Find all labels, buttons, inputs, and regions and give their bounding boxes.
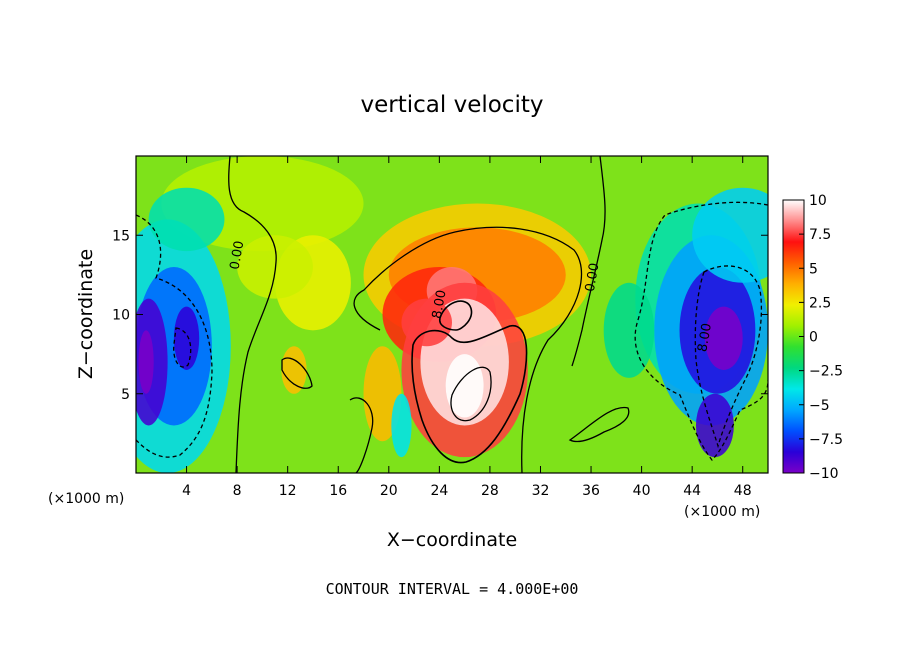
x-tick-label: 20 [380,483,398,499]
x-tick-label: 32 [532,483,550,499]
x-tick-label: 12 [279,483,297,499]
colorbar-tick-label: 5 [809,261,818,277]
x-tick-label: 8 [233,483,242,499]
y-ticks: 5 10 15 [112,228,768,403]
contour-eight-upper [438,300,473,331]
x-tick-label: 36 [582,483,600,499]
contour-interval-note: CONTOUR INTERVAL = 4.000E+00 [326,580,579,598]
plot-area: 0.008.000.008.00 4 8 12 16 20 24 28 32 36 40 44 48 … [112,155,769,499]
field-patch [173,306,200,370]
x-ticks: 4 8 12 16 20 24 28 32 36 40 44 48 [182,156,752,499]
field-patch [704,306,743,370]
x-tick-label: 40 [633,483,651,499]
x-units-right: (×1000 m) [684,504,760,520]
contour-zero-left [228,156,277,473]
contour-eight-main [411,325,528,464]
contour-zero-center [353,226,583,473]
contour-label: 8.00 [430,289,450,320]
contour-label: 0.00 [583,262,603,293]
contour-low-blob-3 [281,357,313,389]
y-tick-label: 5 [121,387,130,403]
colorbar-tick-label: −10 [809,466,839,482]
velocity-field [136,156,768,473]
field-patch [401,298,452,347]
contour-lines [136,156,768,473]
y-axis-label: Z−coordinate [75,249,97,379]
contour-neg-right-inner [694,265,763,449]
x-tick-label: 48 [734,483,752,499]
contour-label: 0.00 [228,240,248,271]
contour-label: 8.00 [695,322,715,353]
x-tick-label: 44 [683,483,701,499]
x-tick-label: 28 [481,483,499,499]
colorbar-tick-label: −7.5 [809,432,843,448]
contour-eight-core [450,366,492,422]
colorbar-tick-label: −2.5 [809,364,843,380]
field-patch [281,346,307,394]
colorbar-tick-label: 7.5 [809,227,831,243]
field-patch [603,282,655,378]
x-tick-label: 16 [329,483,347,499]
field-patch [148,187,225,252]
colorbar-tick-label: 2.5 [809,295,831,311]
y-tick-label: 15 [112,228,130,244]
y-tick-label: 10 [112,308,130,324]
contour-low-blob-2 [349,397,374,473]
contour-neg-left-outer [136,214,213,458]
colorbar-tick-label: 0 [809,330,818,346]
x-units-left: (×1000 m) [48,491,124,507]
colorbar: 10 7.5 5 2.5 0 −2.5 −5 −7.5 −10 [782,193,843,482]
x-tick-label: 24 [430,483,448,499]
colorbar-ticks: 10 7.5 5 2.5 0 −2.5 −5 −7.5 −10 [799,193,843,482]
chart-title: vertical velocity [361,92,544,118]
colorbar-tick-label: 10 [809,193,827,209]
contour-labels: 0.00 8.00 0.00 8.00 [228,240,715,354]
contour-zero-right [571,156,606,367]
contour-neg-right-outer [634,201,768,461]
x-axis-label: X−coordinate [387,529,517,551]
contour-neg-left-inner [173,327,192,368]
field-patch [692,187,768,283]
colorbar-tick-label: −5 [809,398,830,414]
field-patch [695,393,734,458]
field-patch [391,393,412,458]
field-patch [138,330,154,394]
x-tick-label: 4 [182,483,191,499]
contour-low-blob-1 [568,406,630,443]
